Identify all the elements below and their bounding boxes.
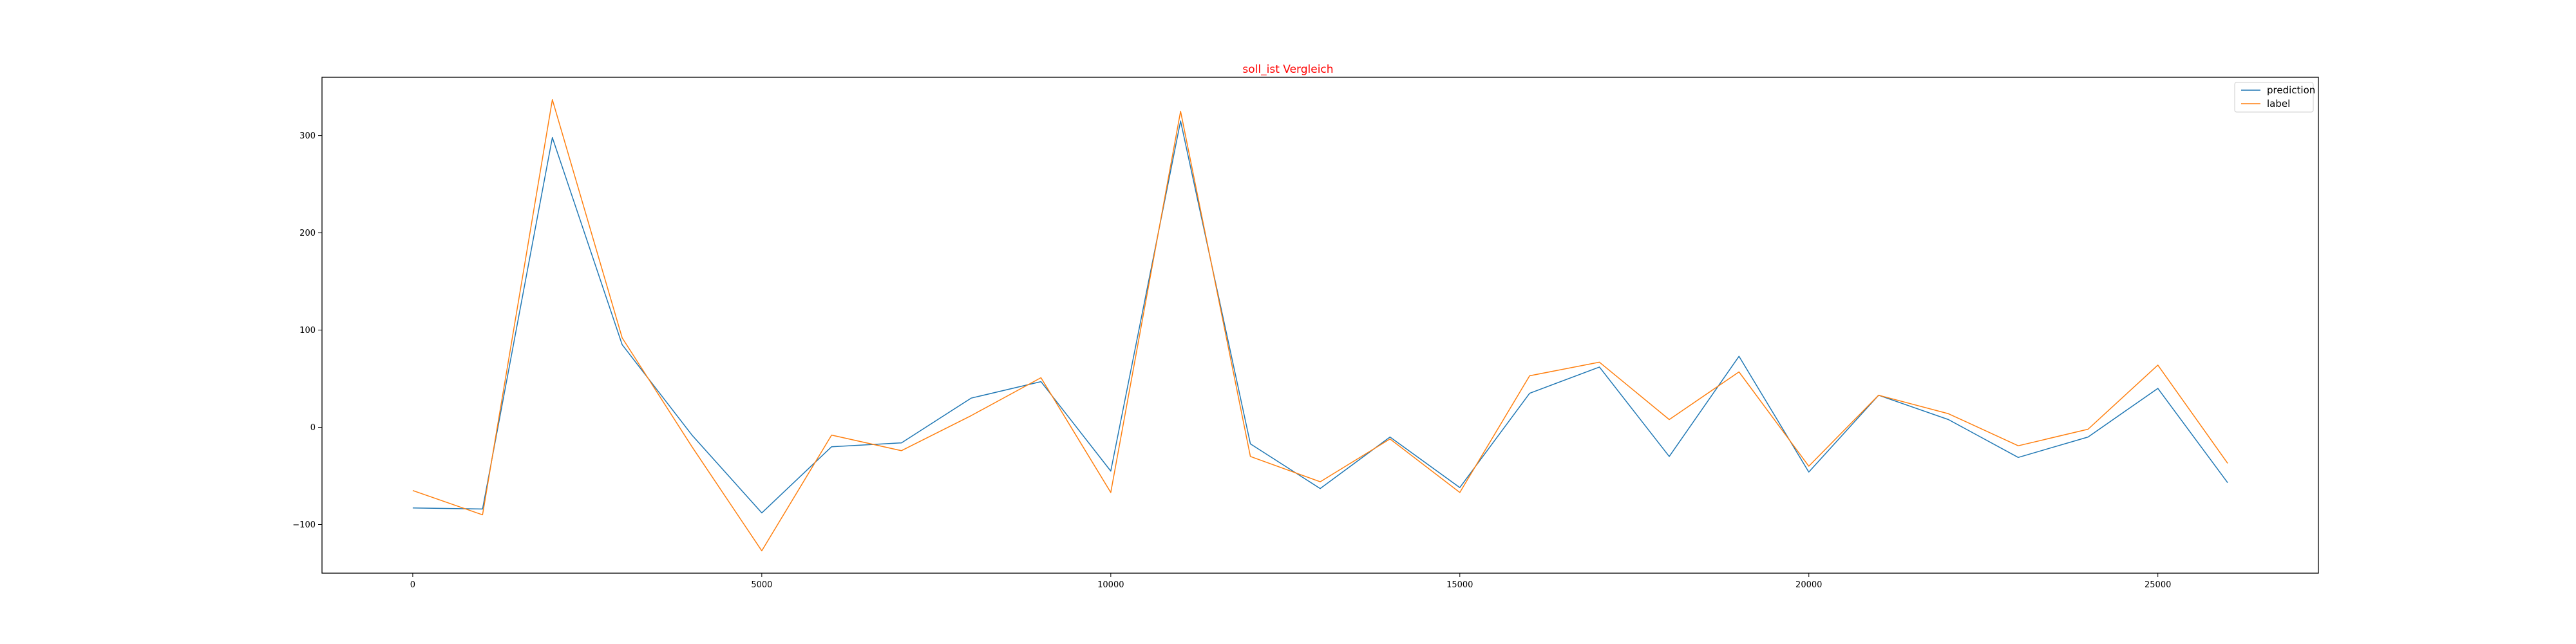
y-tick-label: −100 [292,520,316,530]
x-tick-label: 15000 [1446,580,1473,590]
series-line-prediction [412,120,2228,514]
x-tick-label: 5000 [751,580,772,590]
legend-label-label: label [2267,98,2290,109]
y-tick-label: 300 [299,131,316,141]
y-tick-label: 0 [310,423,316,433]
series-line-label [412,99,2228,552]
y-tick-label: 200 [299,229,316,238]
legend: prediction label [2234,82,2315,113]
x-tick-label: 25000 [2145,580,2171,590]
chart-title: soll_ist Vergleich [1242,63,1333,76]
x-tick-label: 10000 [1097,580,1124,590]
plot-area-frame [321,77,2319,574]
x-tick-label: 20000 [1795,580,1822,590]
y-tick-label: 100 [299,326,316,336]
legend-label-prediction: prediction [2267,84,2315,96]
x-tick-label: 0 [410,580,415,590]
